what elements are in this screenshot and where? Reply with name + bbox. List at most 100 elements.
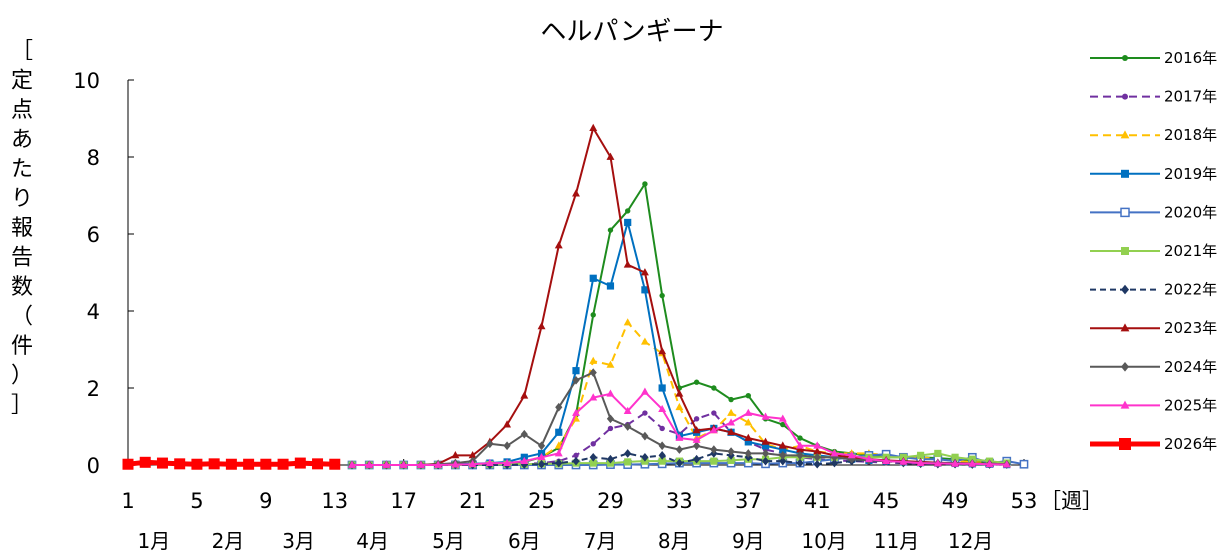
- data-point: [779, 446, 787, 454]
- y-label-char: 告: [11, 246, 33, 271]
- data-point: [208, 458, 220, 470]
- data-point: [882, 456, 891, 465]
- data-point: [693, 416, 700, 422]
- y-label-char: り: [11, 187, 33, 212]
- data-point: [174, 458, 186, 470]
- data-point: [520, 391, 529, 399]
- legend-item: 2017年: [1090, 88, 1217, 106]
- data-point: [779, 456, 787, 466]
- y-tick-label: 4: [87, 300, 100, 324]
- data-point: [728, 396, 734, 403]
- data-point: [623, 406, 632, 414]
- data-point: [830, 449, 839, 457]
- data-point: [658, 404, 667, 413]
- legend-label: 2021年: [1164, 242, 1217, 260]
- data-point: [813, 459, 821, 469]
- x-tick-label: 49: [942, 489, 969, 513]
- data-point: [537, 441, 546, 451]
- legend-label: 2020年: [1164, 203, 1217, 221]
- data-point: [761, 442, 770, 450]
- data-point: [692, 435, 701, 443]
- data-point: [692, 426, 701, 434]
- x-tick-label: 37: [735, 489, 762, 513]
- data-point: [451, 451, 460, 459]
- data-point: [503, 458, 512, 466]
- data-point: [191, 458, 203, 470]
- data-point: [572, 408, 580, 416]
- legend-item: 2019年: [1090, 165, 1217, 183]
- data-point: [555, 428, 563, 436]
- data-point: [607, 425, 614, 432]
- series-2016年: [349, 181, 1010, 468]
- data-point: [847, 451, 856, 459]
- series-2025年: [348, 387, 1011, 468]
- y-label-char: 点: [11, 98, 33, 123]
- data-point: [312, 458, 324, 470]
- data-point: [1002, 460, 1011, 468]
- data-point: [589, 368, 597, 377]
- data-point: [642, 181, 648, 187]
- data-point: [623, 318, 632, 326]
- data-point: [744, 438, 752, 446]
- month-label: 11月: [874, 529, 919, 553]
- data-point: [606, 454, 615, 464]
- data-point: [659, 292, 665, 299]
- data-point: [624, 449, 632, 458]
- data-point: [1122, 55, 1128, 61]
- data-series: [122, 123, 1029, 470]
- y-label-char: 報: [11, 216, 33, 241]
- data-point: [675, 433, 684, 441]
- data-point: [727, 447, 735, 456]
- data-point: [243, 458, 255, 470]
- data-point: [658, 384, 666, 392]
- x-tick-label: 5: [190, 489, 203, 513]
- data-point: [951, 459, 960, 467]
- data-point: [555, 458, 563, 468]
- data-point: [797, 435, 803, 441]
- data-point: [813, 452, 821, 462]
- data-point: [1121, 247, 1129, 255]
- data-point: [606, 282, 615, 290]
- x-tick-label: 21: [459, 489, 486, 513]
- month-label: 6月: [508, 529, 541, 553]
- data-point: [711, 410, 717, 416]
- x-tick-label: 1: [121, 489, 134, 513]
- data-point: [675, 458, 683, 468]
- data-point: [1120, 207, 1130, 218]
- series-line: [352, 127, 1007, 466]
- series-2026年: [122, 456, 341, 470]
- data-point: [779, 451, 787, 460]
- data-point: [658, 457, 666, 465]
- legend-item: 2016年: [1090, 49, 1217, 67]
- x-ticks: 1 5 9 13 17 21 25 29 33 37 41 45 49 53: [121, 459, 1037, 513]
- data-point: [590, 441, 596, 447]
- data-point: [744, 408, 753, 416]
- month-label: 2月: [212, 529, 245, 553]
- legend-item: 2023年: [1090, 319, 1217, 337]
- legend-item: 2025年: [1090, 396, 1217, 414]
- month-label: 4月: [356, 529, 389, 553]
- data-point: [468, 459, 477, 468]
- data-point: [572, 189, 580, 197]
- data-point: [658, 347, 667, 355]
- month-label: 5月: [432, 529, 465, 553]
- data-point: [589, 459, 597, 467]
- legend-label: 2024年: [1164, 358, 1217, 376]
- data-point: [745, 393, 752, 399]
- data-point: [606, 360, 615, 368]
- data-point: [711, 385, 717, 391]
- data-point: [727, 408, 736, 416]
- y-ticks: 0 2 4 6 8 10: [73, 69, 134, 478]
- data-point: [348, 460, 356, 468]
- data-point: [744, 433, 753, 441]
- data-point: [641, 452, 649, 462]
- month-labels: 1月 2月 3月 4月 5月 6月 7月 8月 9月 10月 11月 12月: [137, 529, 993, 553]
- data-point: [658, 441, 666, 451]
- legend-item: 2022年: [1090, 281, 1217, 299]
- series-2019年: [348, 218, 1011, 469]
- data-point: [416, 460, 425, 468]
- data-point: [156, 457, 168, 469]
- data-point: [744, 449, 752, 458]
- data-point: [573, 452, 579, 459]
- data-point: [486, 439, 494, 449]
